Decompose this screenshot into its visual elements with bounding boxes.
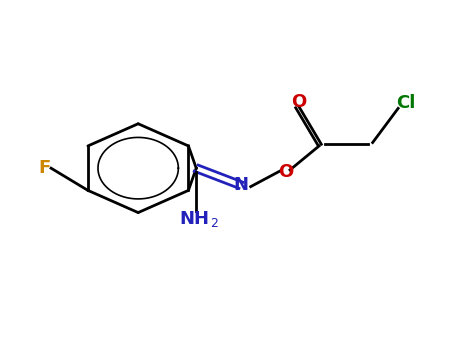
Text: O: O xyxy=(278,163,293,181)
Text: Cl: Cl xyxy=(396,94,416,112)
Text: N: N xyxy=(233,176,248,194)
Text: 2: 2 xyxy=(210,217,218,230)
Text: F: F xyxy=(38,159,51,177)
Text: NH: NH xyxy=(179,210,209,229)
Text: O: O xyxy=(291,92,307,111)
